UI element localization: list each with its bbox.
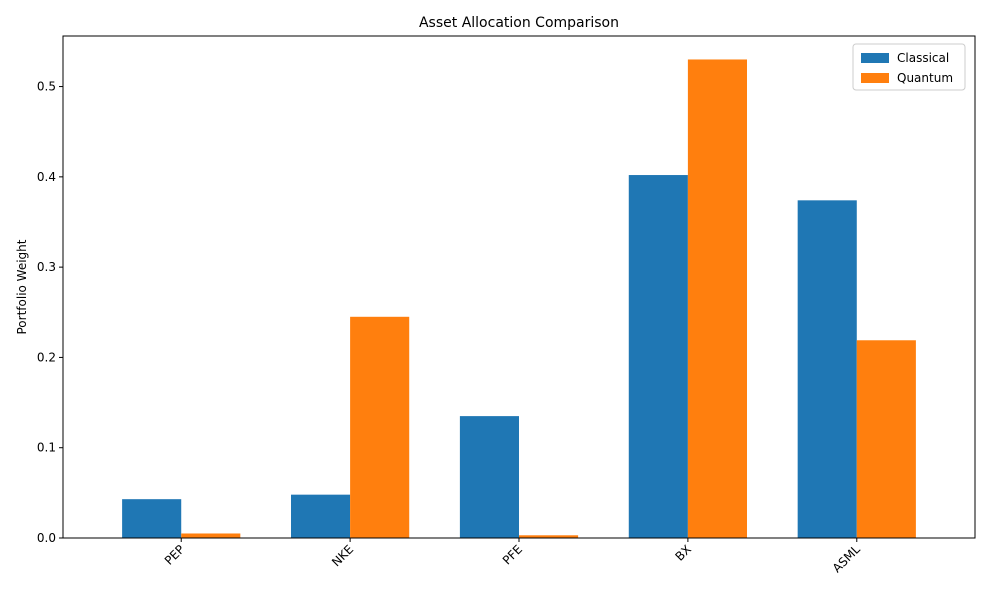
bar-quantum-pfe (519, 535, 579, 538)
y-axis: 0.0 0.1 0.2 0.3 0.4 0.5 (37, 80, 63, 545)
bar-quantum-bx (687, 59, 747, 538)
x-tick-label: NKE (329, 542, 356, 569)
bar-classical-nke (291, 494, 351, 538)
legend-swatch-classical (861, 53, 889, 63)
y-tick-label: 0.5 (37, 80, 56, 94)
chart-title: Asset Allocation Comparison (419, 15, 619, 31)
y-tick-label: 0.2 (37, 350, 56, 364)
x-tick-label: BX (672, 542, 694, 564)
bars-group (122, 59, 916, 539)
bar-classical-pep (122, 499, 182, 538)
x-axis: PEP NKE PFE BX ASML (162, 538, 863, 575)
y-tick-label: 0.1 (37, 441, 56, 455)
bar-classical-asml (797, 200, 857, 539)
legend-swatch-quantum (861, 73, 889, 83)
y-tick-label: 0.3 (37, 260, 56, 274)
legend-label-classical: Classical (897, 51, 949, 65)
bar-classical-pfe (459, 416, 519, 538)
x-tick-label: PFE (500, 542, 525, 567)
bar-quantum-asml (856, 340, 916, 538)
y-tick-label: 0.4 (37, 170, 56, 184)
y-tick-label: 0.0 (37, 531, 56, 545)
x-tick-label: ASML (830, 542, 863, 575)
x-tick-label: PEP (162, 542, 188, 568)
legend-label-quantum: Quantum (897, 71, 953, 85)
legend: Classical Quantum (852, 43, 966, 91)
y-axis-label: Portfolio Weight (15, 239, 29, 334)
bar-classical-bx (628, 175, 688, 539)
bar-quantum-pep (181, 533, 241, 538)
bar-quantum-nke (350, 316, 410, 538)
